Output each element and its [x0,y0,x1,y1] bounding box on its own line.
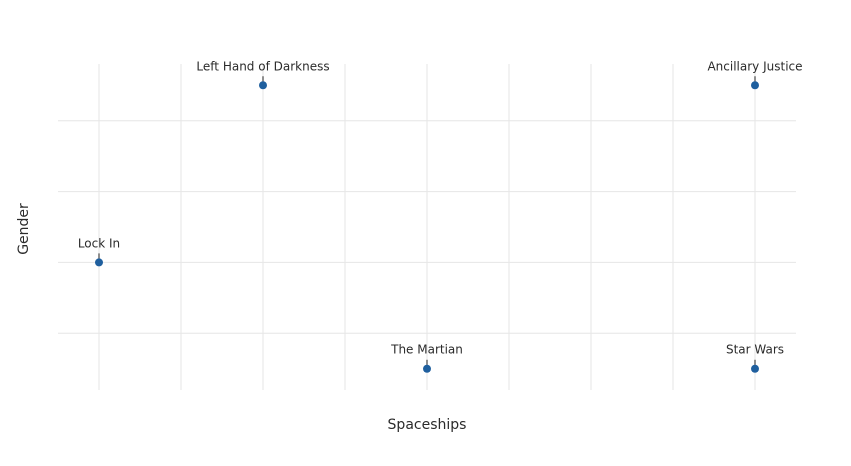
data-point[interactable] [423,364,431,373]
data-point[interactable] [95,258,103,267]
data-label: Lock In [78,236,120,250]
data-label: The Martian [390,343,463,357]
data-point[interactable] [259,81,267,90]
y-axis-title: Gender [16,203,32,255]
data-point-group: Ancillary Justice [707,59,803,90]
data-point[interactable] [751,364,759,373]
data-point-group: Lock In [78,236,120,267]
data-point-group: Left Hand of Darkness [196,59,330,90]
data-point-group: Star Wars [726,343,784,373]
grid [58,64,796,390]
data-label: Star Wars [726,343,784,357]
data-label: Ancillary Justice [707,59,802,73]
data-points: Left Hand of Darkness Ancillary Justice Lo… [78,59,803,373]
x-axis-title: Spaceships [388,417,467,433]
data-point[interactable] [751,81,759,90]
data-point-group: The Martian [390,343,463,373]
data-label: Left Hand of Darkness [196,59,329,73]
